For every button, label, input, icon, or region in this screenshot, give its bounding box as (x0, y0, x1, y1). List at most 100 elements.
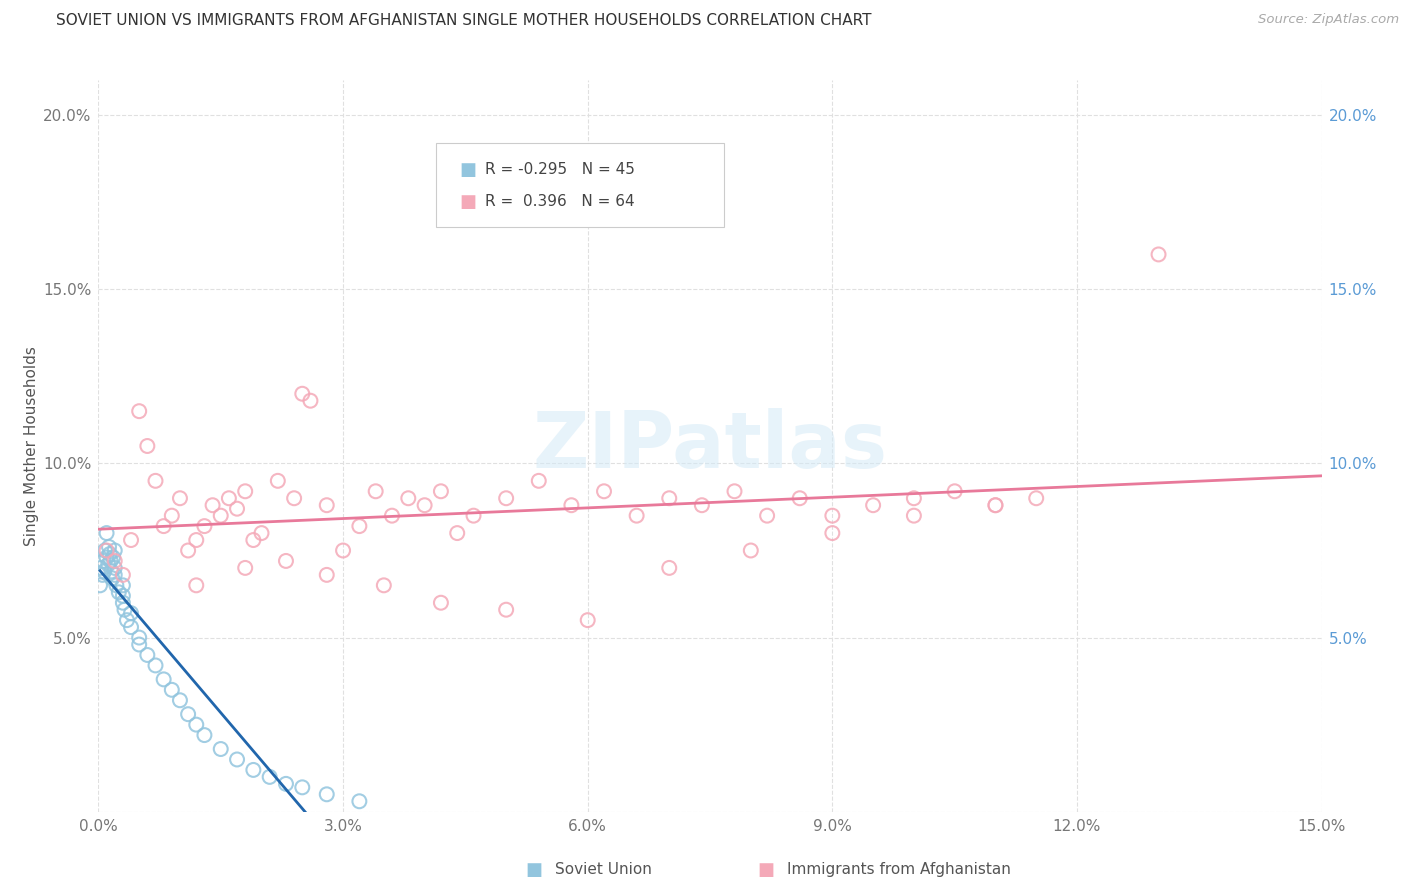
Point (98, 547, 121, 561)
Point (91, 554, 114, 568)
Point (177, 707, 200, 722)
Point (332, 543, 354, 558)
Text: Source: ZipAtlas.com: Source: ZipAtlas.com (1258, 13, 1399, 27)
Point (96, 550, 118, 565)
Point (862, 498, 884, 512)
Point (984, 498, 1007, 512)
Point (218, 491, 240, 506)
Point (274, 777, 297, 791)
Text: ■: ■ (460, 193, 477, 211)
Point (430, 484, 453, 499)
Point (120, 606, 142, 620)
Point (209, 508, 232, 523)
Point (373, 578, 395, 592)
Point (658, 561, 681, 575)
Point (160, 682, 183, 697)
Point (111, 589, 134, 603)
Point (364, 484, 387, 499)
Point (169, 491, 191, 506)
Point (903, 508, 925, 523)
Point (111, 578, 134, 592)
Point (242, 533, 264, 547)
Point (93, 565, 115, 579)
Point (821, 526, 844, 541)
Point (114, 603, 136, 617)
Point (108, 585, 131, 599)
Point (97, 558, 120, 572)
Text: ■: ■ (758, 861, 775, 879)
Point (349, 794, 371, 808)
Point (233, 561, 256, 575)
Point (100, 565, 122, 579)
Text: ZIPatlas: ZIPatlas (533, 408, 887, 484)
Point (98, 540, 121, 554)
Point (789, 491, 811, 506)
Point (186, 578, 208, 592)
Point (527, 474, 550, 488)
Point (128, 631, 150, 645)
Point (291, 780, 314, 795)
Point (115, 613, 138, 627)
Point (723, 484, 745, 499)
Point (111, 567, 134, 582)
Point (111, 596, 134, 610)
Point (136, 439, 159, 453)
Point (96, 543, 118, 558)
Point (756, 508, 779, 523)
Point (593, 484, 616, 499)
Point (740, 543, 762, 558)
Point (233, 484, 256, 499)
Point (315, 498, 337, 512)
Point (283, 491, 305, 506)
Point (201, 498, 224, 512)
Point (160, 508, 183, 523)
Point (396, 491, 419, 506)
Point (560, 498, 582, 512)
Point (101, 550, 124, 565)
Point (349, 519, 371, 533)
Point (226, 501, 249, 516)
Point (96, 526, 118, 541)
Point (1025, 491, 1047, 506)
Text: ■: ■ (460, 161, 477, 179)
Point (903, 491, 925, 506)
Point (315, 567, 337, 582)
Point (463, 508, 485, 523)
Text: R = -0.295   N = 45: R = -0.295 N = 45 (485, 162, 636, 178)
Point (381, 508, 404, 523)
Point (495, 491, 517, 506)
Text: R =  0.396   N = 64: R = 0.396 N = 64 (485, 194, 634, 210)
Point (100, 554, 122, 568)
Text: SOVIET UNION VS IMMIGRANTS FROM AFGHANISTAN SINGLE MOTHER HOUSEHOLDS CORRELATION: SOVIET UNION VS IMMIGRANTS FROM AFGHANIS… (56, 13, 872, 29)
Point (120, 620, 142, 634)
Point (690, 498, 713, 512)
Point (299, 393, 322, 408)
Point (259, 770, 281, 784)
Point (177, 543, 200, 558)
Point (90, 561, 112, 575)
Point (267, 474, 290, 488)
Point (145, 474, 167, 488)
Point (136, 648, 159, 662)
Point (120, 533, 142, 547)
Point (446, 526, 468, 541)
Point (101, 571, 124, 585)
Text: Immigrants from Afghanistan: Immigrants from Afghanistan (787, 863, 1011, 877)
Point (193, 519, 215, 533)
Point (315, 787, 337, 801)
Point (104, 567, 127, 582)
Point (1147, 247, 1170, 261)
Point (104, 561, 127, 575)
Point (274, 554, 297, 568)
Point (145, 658, 167, 673)
Point (226, 752, 249, 766)
Point (128, 404, 150, 418)
Point (576, 613, 599, 627)
Point (495, 603, 517, 617)
Point (250, 526, 273, 541)
Text: Soviet Union: Soviet Union (555, 863, 652, 877)
Point (94, 543, 117, 558)
Point (152, 519, 174, 533)
Point (186, 533, 208, 547)
Point (89, 578, 111, 592)
